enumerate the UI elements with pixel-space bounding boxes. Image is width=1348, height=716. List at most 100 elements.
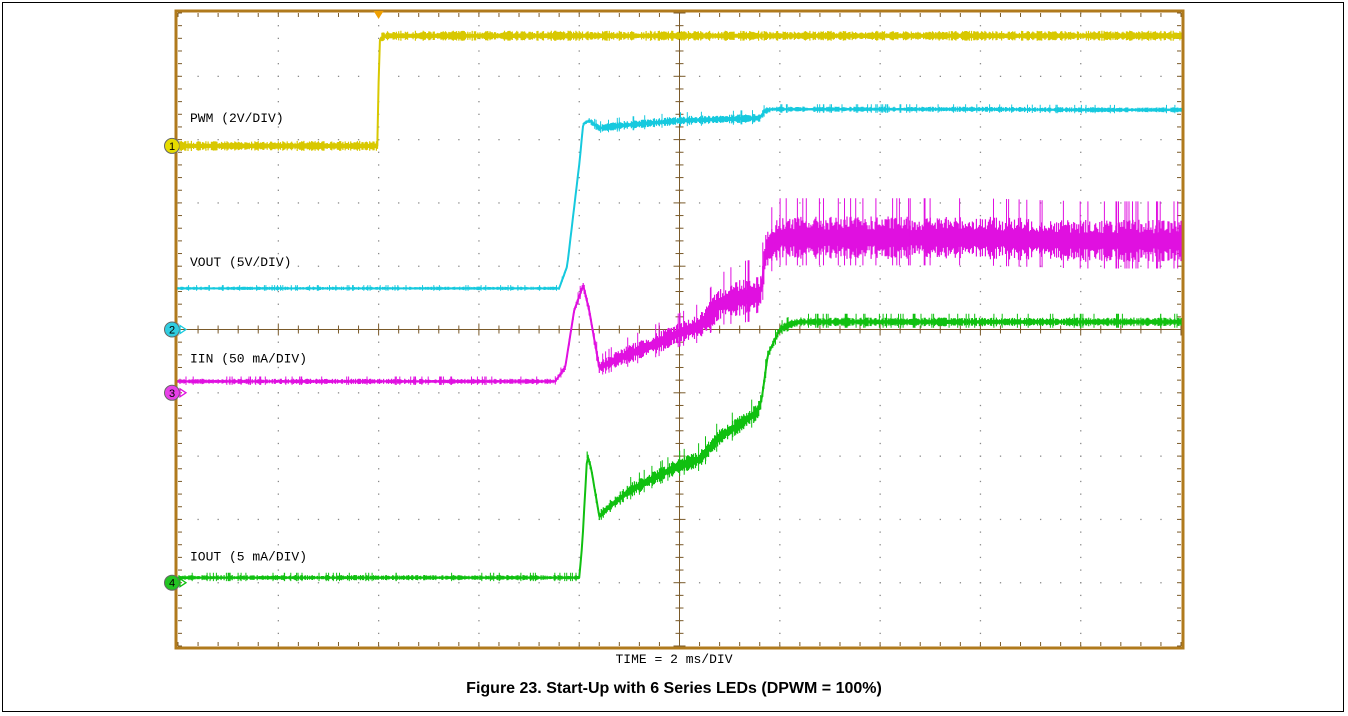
- grid-dot: [478, 594, 480, 597]
- grid-dot: [418, 582, 420, 584]
- grid-dot: [1160, 455, 1162, 457]
- grid-dot: [779, 265, 781, 267]
- grid-dot: [277, 506, 279, 508]
- grid-dot: [578, 480, 580, 483]
- grid-dot: [1080, 202, 1082, 204]
- grid-dot: [317, 518, 320, 521]
- grid-dot: [959, 265, 962, 267]
- grid-dot: [478, 37, 480, 40]
- grid-dot: [999, 392, 1002, 394]
- grid-dot: [478, 164, 480, 166]
- grid-dot: [277, 37, 279, 40]
- grid-dot: [378, 417, 380, 419]
- grid-dot: [578, 303, 580, 305]
- grid-dot: [899, 202, 901, 204]
- label-ch3: IIN (50 mA/DIV): [190, 351, 307, 366]
- grid-dot: [859, 139, 861, 141]
- grid-dot: [1180, 202, 1182, 204]
- grid-dot: [578, 493, 580, 495]
- grid-dot: [277, 164, 279, 166]
- grid-dot: [999, 455, 1002, 457]
- grid-dot: [578, 468, 580, 470]
- grid-dot: [979, 442, 982, 445]
- grid-dot: [277, 214, 279, 217]
- grid-dot: [378, 518, 380, 521]
- grid-dot: [378, 455, 380, 457]
- grid-dot: [999, 75, 1002, 77]
- grid-dot: [578, 632, 580, 635]
- grid-dot: [739, 75, 741, 77]
- grid-dot: [799, 518, 801, 521]
- grid-dot: [518, 582, 520, 584]
- grid-dot: [418, 455, 420, 457]
- grid-dot: [1080, 404, 1082, 407]
- grid-dot: [478, 202, 480, 204]
- grid-dot: [1140, 202, 1142, 204]
- grid-dot: [1039, 582, 1042, 584]
- grid-dot: [337, 455, 340, 457]
- grid-dot: [618, 392, 621, 394]
- grid-dot: [217, 455, 219, 457]
- grid-dot: [638, 392, 641, 394]
- grid-dot: [518, 518, 520, 521]
- grid-dot: [799, 75, 801, 77]
- grid-dot: [739, 582, 741, 584]
- grid-dot: [518, 455, 520, 457]
- grid-dot: [1100, 455, 1102, 457]
- grid-dot: [959, 455, 962, 457]
- grid-dot: [578, 113, 580, 115]
- grid-dot: [398, 139, 400, 141]
- grid-dot: [217, 202, 219, 204]
- grid-dot: [317, 202, 320, 204]
- grid-dot: [378, 569, 380, 571]
- grid-dot: [959, 518, 962, 521]
- grid-dot: [1019, 392, 1022, 394]
- grid-dot: [578, 392, 580, 394]
- grid-dot: [378, 164, 380, 166]
- grid-dot: [919, 265, 921, 267]
- grid-dot: [337, 139, 340, 141]
- grid-dot: [779, 303, 781, 305]
- grid-dot: [1140, 265, 1142, 267]
- grid-dot: [719, 202, 721, 204]
- grid-dot: [819, 139, 821, 141]
- trace-ch4: [178, 320, 1181, 579]
- grid-dot: [277, 556, 279, 559]
- grid-dot: [919, 518, 921, 521]
- grid-dot: [1060, 392, 1062, 394]
- grid-dot: [819, 202, 821, 204]
- grid-dot: [1039, 518, 1042, 521]
- grid-dot: [979, 480, 982, 483]
- grid-dot: [297, 75, 300, 77]
- grid-dot: [879, 518, 881, 521]
- grid-dot: [458, 139, 460, 141]
- grid-dot: [859, 265, 861, 267]
- grid-dot: [197, 75, 199, 77]
- grid-dot: [378, 392, 380, 394]
- grid-dot: [1120, 455, 1122, 457]
- grid-dot: [879, 417, 881, 419]
- grid-dot: [1160, 582, 1162, 584]
- grid-dot: [378, 265, 380, 267]
- grid-dot: [1140, 518, 1142, 521]
- grid-dot: [297, 265, 300, 267]
- grid-dot: [357, 265, 360, 267]
- grid-dot: [1019, 455, 1022, 457]
- grid-dot: [578, 506, 580, 508]
- grid-dot: [197, 518, 199, 521]
- grid-dot: [578, 227, 580, 229]
- grid-dot: [779, 518, 781, 521]
- grid-dot: [277, 518, 279, 521]
- grid-dot: [859, 75, 861, 77]
- grid-dot: [979, 506, 982, 508]
- grid-dot: [418, 518, 420, 521]
- grid-dot: [779, 126, 781, 128]
- grid-dot: [598, 392, 600, 394]
- grid-dot: [1180, 265, 1182, 267]
- grid-dot: [1019, 75, 1022, 77]
- grid-dot: [1100, 265, 1102, 267]
- grid-dot: [277, 620, 279, 622]
- grid-dot: [779, 569, 781, 571]
- grid-dot: [979, 101, 982, 103]
- grid-dot: [879, 379, 881, 381]
